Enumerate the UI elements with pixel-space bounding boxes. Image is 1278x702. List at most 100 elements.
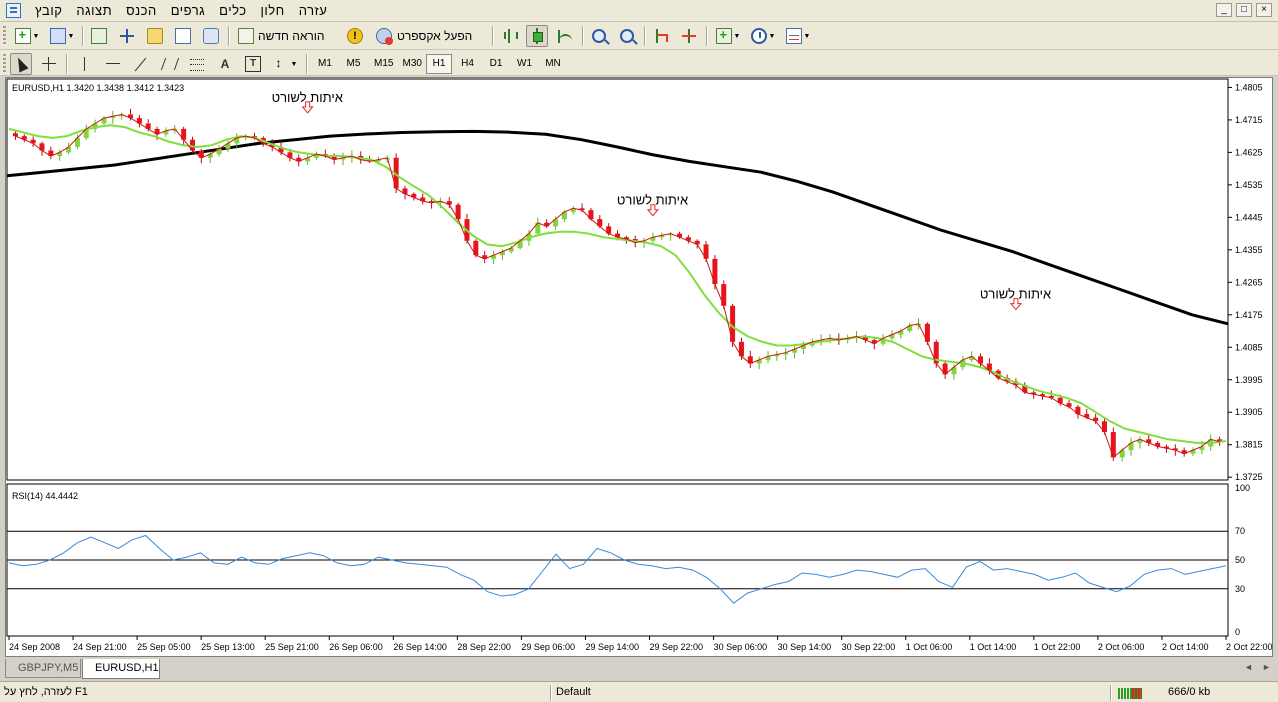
tab-scroll-left-icon[interactable]: ◄ xyxy=(1244,662,1253,672)
fibonacci-tool[interactable] xyxy=(186,53,208,75)
status-profile: Default xyxy=(556,686,591,698)
close-button[interactable]: × xyxy=(1256,3,1272,17)
price-chart[interactable]: 1.4805 1.4715 1.4625 1.4535 1.4445 1.4355 1.42… xyxy=(6,78,1274,658)
x-tick-label: 25 Sep 05:00 xyxy=(137,642,191,652)
toolbar-grip[interactable] xyxy=(3,54,6,74)
candle-body xyxy=(1146,439,1152,443)
candle-body xyxy=(889,334,895,339)
x-tick-label: 1 Oct 06:00 xyxy=(906,642,953,652)
market-watch-button[interactable] xyxy=(88,25,110,47)
text-icon: A xyxy=(220,57,230,71)
horizontal-line-tool[interactable] xyxy=(102,53,124,75)
candle-body xyxy=(942,363,948,375)
cursor-tool[interactable] xyxy=(10,53,32,75)
menu-item[interactable]: הכנס xyxy=(126,3,157,18)
status-divider xyxy=(1110,685,1112,701)
periods-button[interactable]: ▼ xyxy=(748,25,778,47)
expert-advisors-button[interactable]: הפעל אקספרט xyxy=(372,25,484,47)
x-tick-label: 2 Oct 22:00 xyxy=(1226,642,1273,652)
status-traffic: 666/0 kb xyxy=(1168,686,1211,698)
auto-scroll-button[interactable] xyxy=(650,25,672,47)
tab-gbpjpy-m5[interactable]: GBPJPY,M5 xyxy=(5,659,81,678)
timeframe-mn[interactable]: MN xyxy=(545,58,561,69)
crosshair-tool[interactable] xyxy=(38,53,60,75)
minimize-button[interactable]: _ xyxy=(1216,3,1232,17)
alert-button[interactable]: ! xyxy=(344,25,366,47)
candle-body xyxy=(1163,446,1169,449)
candle-body xyxy=(792,349,798,353)
candle-body xyxy=(738,341,744,357)
new-chart-button[interactable]: ▼ xyxy=(10,25,44,47)
candle-body xyxy=(181,128,187,140)
menu-item[interactable]: קובץ xyxy=(35,3,63,18)
timeframe-m5[interactable]: M5 xyxy=(346,58,361,69)
line-chart-button[interactable] xyxy=(554,25,576,47)
menu-item[interactable]: כלים xyxy=(219,3,247,18)
candle-body xyxy=(119,114,125,117)
text-label-tool[interactable]: T xyxy=(242,53,264,75)
candle-body xyxy=(685,237,691,241)
x-tick-label: 30 Sep 22:00 xyxy=(842,642,896,652)
restore-button[interactable]: □ xyxy=(1236,3,1252,17)
timeframe-m1[interactable]: M1 xyxy=(318,58,332,69)
timeframe-h4[interactable]: H4 xyxy=(461,58,474,69)
timeframe-h1[interactable]: H1 xyxy=(426,54,452,74)
menu-item[interactable]: גרפים xyxy=(170,3,206,18)
short-signal-label: איתות לשורט xyxy=(980,287,1051,302)
candle-body xyxy=(48,150,54,156)
candle-body xyxy=(136,118,142,124)
timeframe-m30[interactable]: M30 xyxy=(402,58,422,69)
chart-window[interactable]: 1.4805 1.4715 1.4625 1.4535 1.4445 1.4355 1.42… xyxy=(5,77,1273,657)
candle-body xyxy=(429,201,435,203)
candle-body xyxy=(1022,385,1028,393)
candle-body xyxy=(296,157,302,162)
arrows-tool[interactable]: ▼ xyxy=(270,53,300,75)
tab-eurusd-h1[interactable]: EURUSD,H1 xyxy=(82,659,160,679)
terminal-button[interactable] xyxy=(172,25,194,47)
trendline-tool[interactable] xyxy=(130,53,152,75)
bar-chart-button[interactable] xyxy=(498,25,520,47)
candle-body xyxy=(1057,397,1063,404)
rsi-axis-label: 0 xyxy=(1235,627,1240,637)
zoom-out-button[interactable] xyxy=(616,25,638,47)
tab-scroll-right-icon[interactable]: ► xyxy=(1262,662,1271,672)
candle-body xyxy=(110,116,116,119)
profiles-button[interactable]: ▼ xyxy=(46,25,78,47)
x-tick-label: 29 Sep 14:00 xyxy=(585,642,639,652)
x-tick-label: 1 Oct 14:00 xyxy=(970,642,1017,652)
equidistant-channel-tool[interactable] xyxy=(158,53,180,75)
navigator-button[interactable] xyxy=(116,25,138,47)
timeframe-w1[interactable]: W1 xyxy=(517,58,532,69)
candle-body xyxy=(101,118,107,124)
chart-shift-button[interactable] xyxy=(678,25,700,47)
candle-body xyxy=(313,154,319,158)
candlesticks-button[interactable] xyxy=(526,25,548,47)
sell-arrow-icon xyxy=(646,204,659,217)
x-tick-label: 25 Sep 13:00 xyxy=(201,642,255,652)
candle-body xyxy=(21,136,27,140)
timeframe-m15[interactable]: M15 xyxy=(374,58,394,69)
indicators-button[interactable]: ▼ xyxy=(712,25,744,47)
window-controls: _ □ × xyxy=(1216,3,1272,17)
candle-body xyxy=(1075,406,1081,415)
menu-item[interactable]: תצוגה xyxy=(76,3,113,18)
x-tick-label: 29 Sep 22:00 xyxy=(650,642,704,652)
x-tick-label: 30 Sep 14:00 xyxy=(778,642,832,652)
vertical-line-tool[interactable] xyxy=(74,53,96,75)
menu-item[interactable]: עזרה xyxy=(298,3,328,18)
chart-window-icon[interactable] xyxy=(6,3,21,18)
strategy-tester-button[interactable] xyxy=(200,25,222,47)
candlesticks-icon xyxy=(529,28,545,44)
new-order-button[interactable]: הוראה חדשה xyxy=(234,25,338,47)
timeframe-d1[interactable]: D1 xyxy=(489,58,503,69)
menu-item[interactable]: חלון xyxy=(260,3,285,18)
y-tick-label: 1.4805 xyxy=(1235,82,1263,92)
text-tool[interactable]: A xyxy=(214,53,236,75)
indicators-icon xyxy=(715,27,732,44)
favorites-button[interactable] xyxy=(144,25,166,47)
text-label-icon: T xyxy=(245,56,261,72)
templates-button[interactable]: ▼ xyxy=(782,25,814,47)
zoom-in-button[interactable] xyxy=(588,25,610,47)
candle-body xyxy=(420,197,426,202)
toolbar-grip[interactable] xyxy=(3,26,6,46)
